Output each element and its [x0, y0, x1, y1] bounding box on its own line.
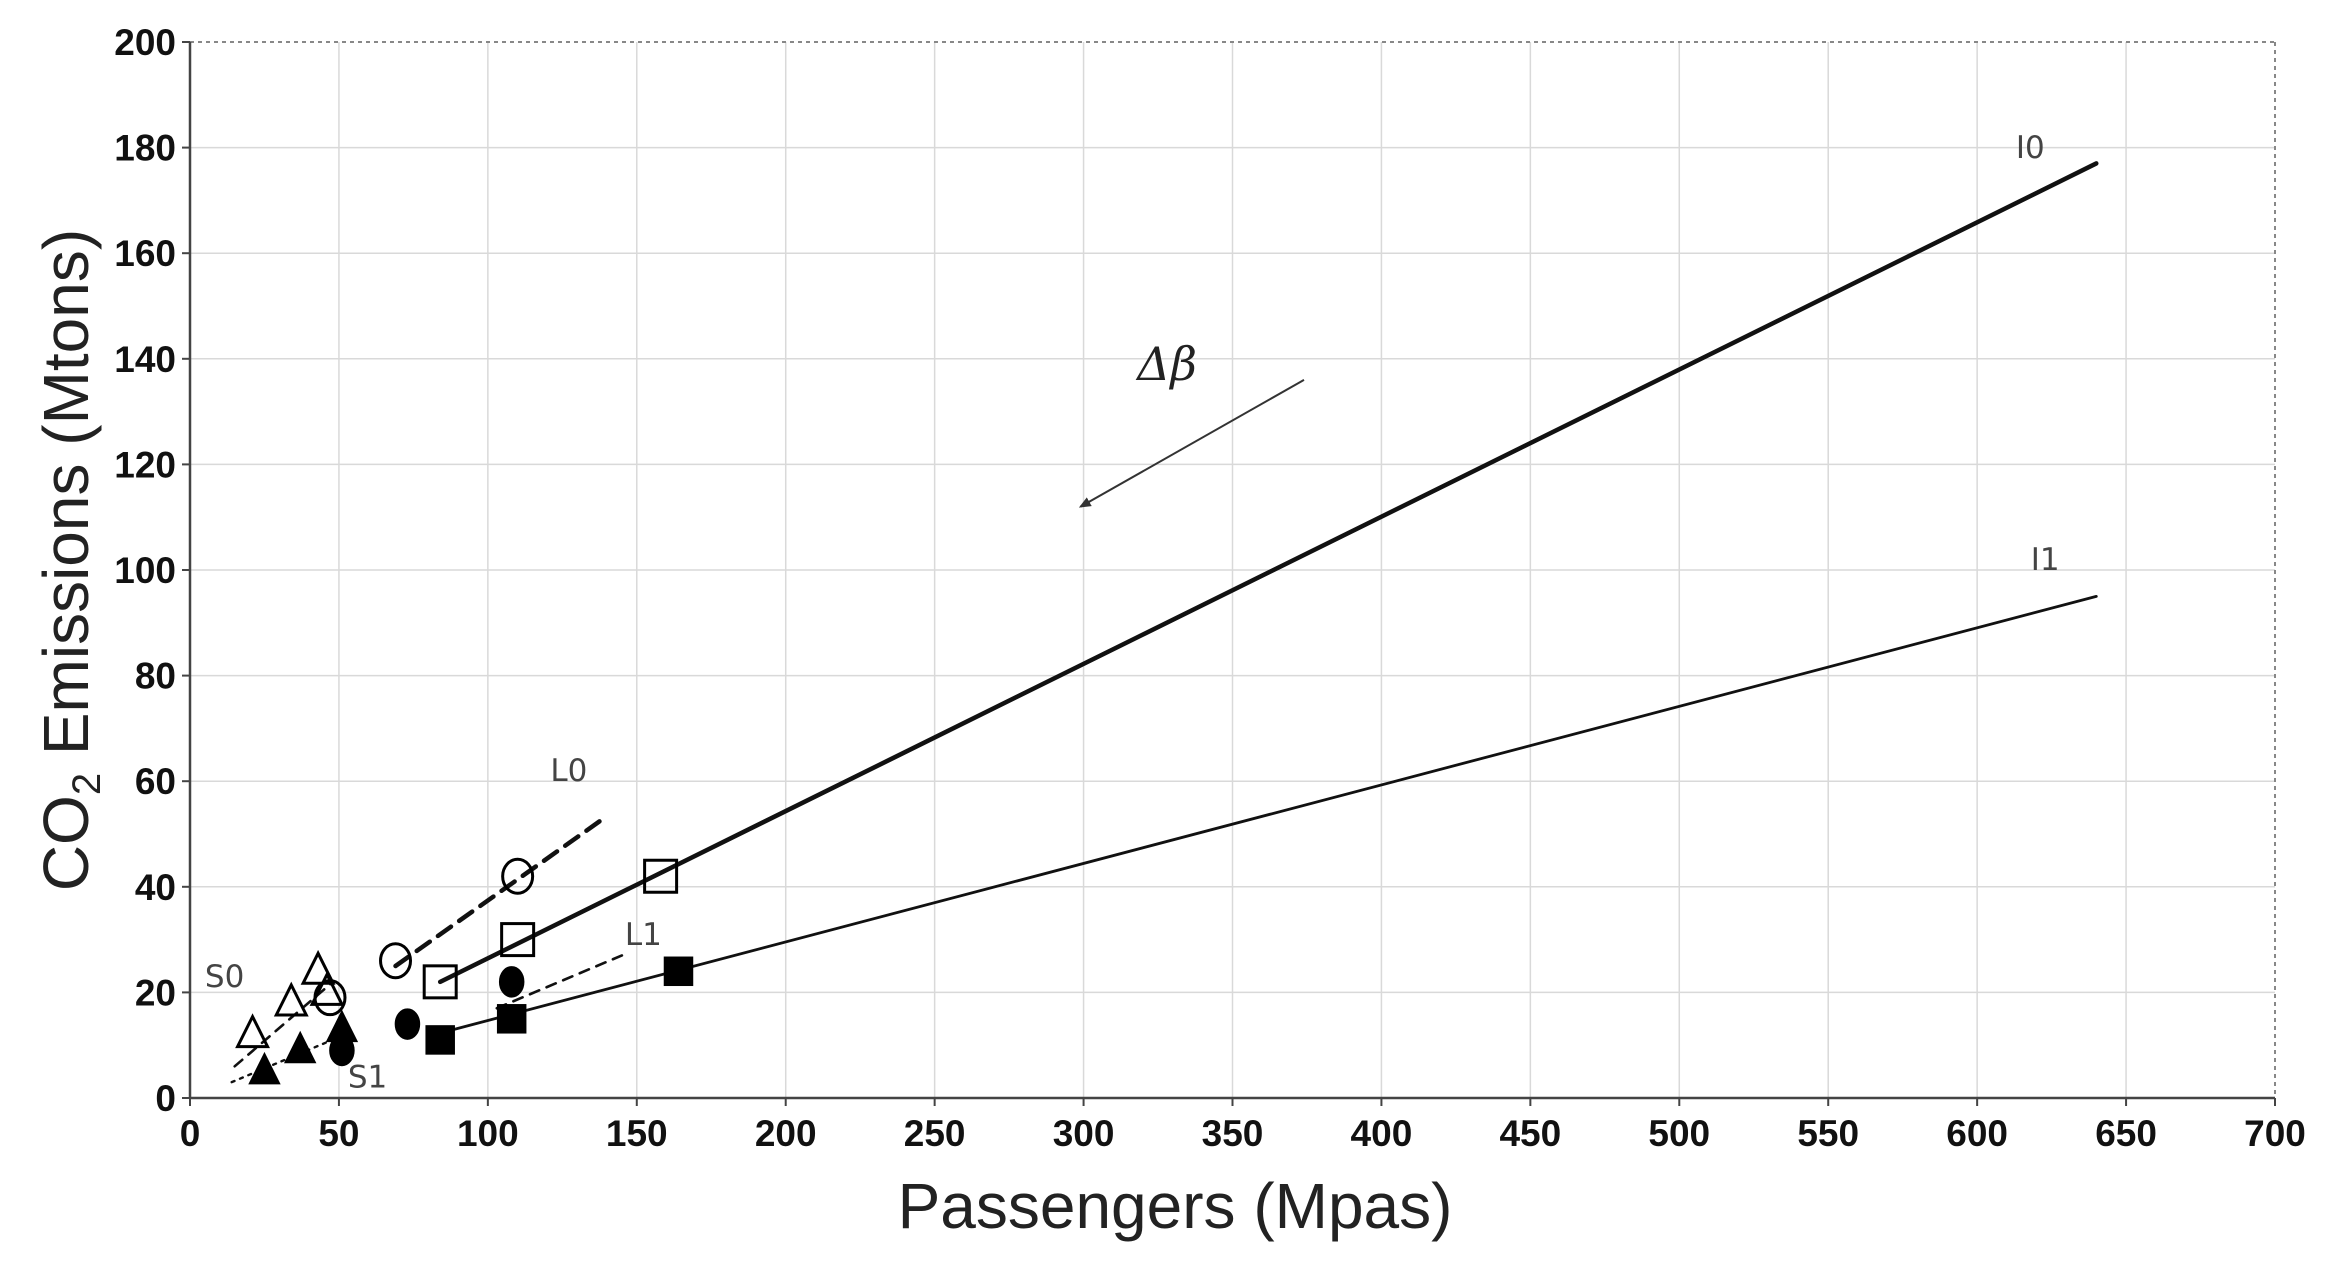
line-label-s1: S1 [348, 1059, 387, 1095]
filled-circle-point-1 [394, 1008, 421, 1040]
line-label-i1: I1 [2031, 542, 2060, 578]
open-square-point-0 [422, 964, 458, 1000]
y-tick-label-8: 160 [114, 233, 176, 274]
y-tick-labels: 0 20 40 60 80 100 120 140 160 180 200 [114, 22, 190, 1119]
line-s1 [230, 1033, 347, 1084]
line-label-s0: S0 [205, 959, 244, 995]
x-tick-label-5: 250 [904, 1113, 966, 1154]
delta-beta-label: Δβ [1135, 337, 1197, 391]
line-labels: I0 I1 L0 L1 S0 S1 [205, 130, 2060, 1095]
line-i1 [432, 595, 2098, 1037]
y-tick-label-6: 120 [114, 444, 176, 485]
filled-circle-point-0 [329, 1034, 355, 1067]
open-square-point-1 [500, 922, 536, 958]
x-tick-labels: 0 50 100 150 200 250 300 350 400 450 500 550 600 650 7… [180, 1098, 2306, 1154]
x-tick-label-8: 400 [1351, 1113, 1413, 1154]
grid [190, 42, 2275, 1098]
x-tick-label-7: 350 [1202, 1113, 1264, 1154]
y-axis-title-rest: Emissions (Mtons) [30, 229, 102, 773]
open-circle-point-0 [313, 979, 347, 1017]
open-triangle-point-1 [273, 981, 309, 1017]
line-i0 [437, 161, 2099, 985]
line-l1 [495, 954, 624, 1010]
open-triangle-point-3 [309, 971, 345, 1006]
delta-beta-arrow [1078, 379, 1305, 508]
line-label-l1: L1 [625, 917, 662, 953]
y-tick-label-1: 20 [135, 972, 176, 1013]
x-tick-label-3: 150 [606, 1113, 668, 1154]
x-tick-label-10: 500 [1648, 1113, 1710, 1154]
line-label-i0: I0 [2016, 130, 2045, 166]
delta-beta-annotation: Δβ [1078, 337, 1305, 508]
y-axis-title: CO2 Emissions (Mtons) [30, 229, 109, 891]
filled-circle-point-2 [498, 966, 525, 998]
x-tick-label-6: 300 [1053, 1113, 1115, 1154]
data-points [235, 857, 694, 1085]
x-tick-label-14: 700 [2244, 1113, 2306, 1154]
x-tick-label-2: 100 [457, 1113, 519, 1154]
filled-triangle-point-1 [283, 1030, 317, 1064]
y-tick-label-0: 0 [155, 1078, 176, 1119]
x-tick-label-0: 0 [180, 1113, 201, 1154]
x-tick-label-4: 200 [755, 1113, 817, 1154]
filled-square-point-1 [496, 1004, 527, 1034]
open-circle-point-1 [379, 942, 413, 980]
x-axis-title: Passengers (Mpas) [898, 1170, 1453, 1242]
line-l0 [393, 815, 607, 969]
x-tick-label-11: 550 [1797, 1113, 1859, 1154]
y-tick-label-9: 180 [114, 128, 176, 169]
filled-square-point-2 [663, 956, 694, 987]
y-tick-label-3: 60 [135, 761, 176, 802]
y-tick-label-4: 80 [135, 656, 176, 697]
x-tick-label-13: 650 [2095, 1113, 2157, 1154]
filled-triangle-point-0 [248, 1051, 281, 1085]
y-axis-title-main: CO [30, 795, 102, 891]
open-triangle-point-0 [235, 1013, 270, 1049]
open-triangle-point-2 [300, 949, 336, 985]
x-tick-label-1: 50 [318, 1113, 359, 1154]
y-tick-label-7: 140 [114, 339, 176, 380]
y-tick-label-10: 200 [114, 22, 176, 63]
open-circle-point-2 [501, 857, 535, 895]
trend-lines [230, 161, 2099, 1084]
open-square-point-2 [643, 858, 679, 894]
y-axis-title-subscript: 2 [65, 773, 109, 795]
line-label-l0: L0 [550, 753, 587, 789]
x-tick-label-9: 450 [1499, 1113, 1561, 1154]
x-tick-label-12: 600 [1946, 1113, 2008, 1154]
y-tick-label-5: 100 [114, 550, 176, 591]
y-tick-label-2: 40 [135, 867, 176, 908]
filled-square-point-0 [425, 1025, 455, 1055]
